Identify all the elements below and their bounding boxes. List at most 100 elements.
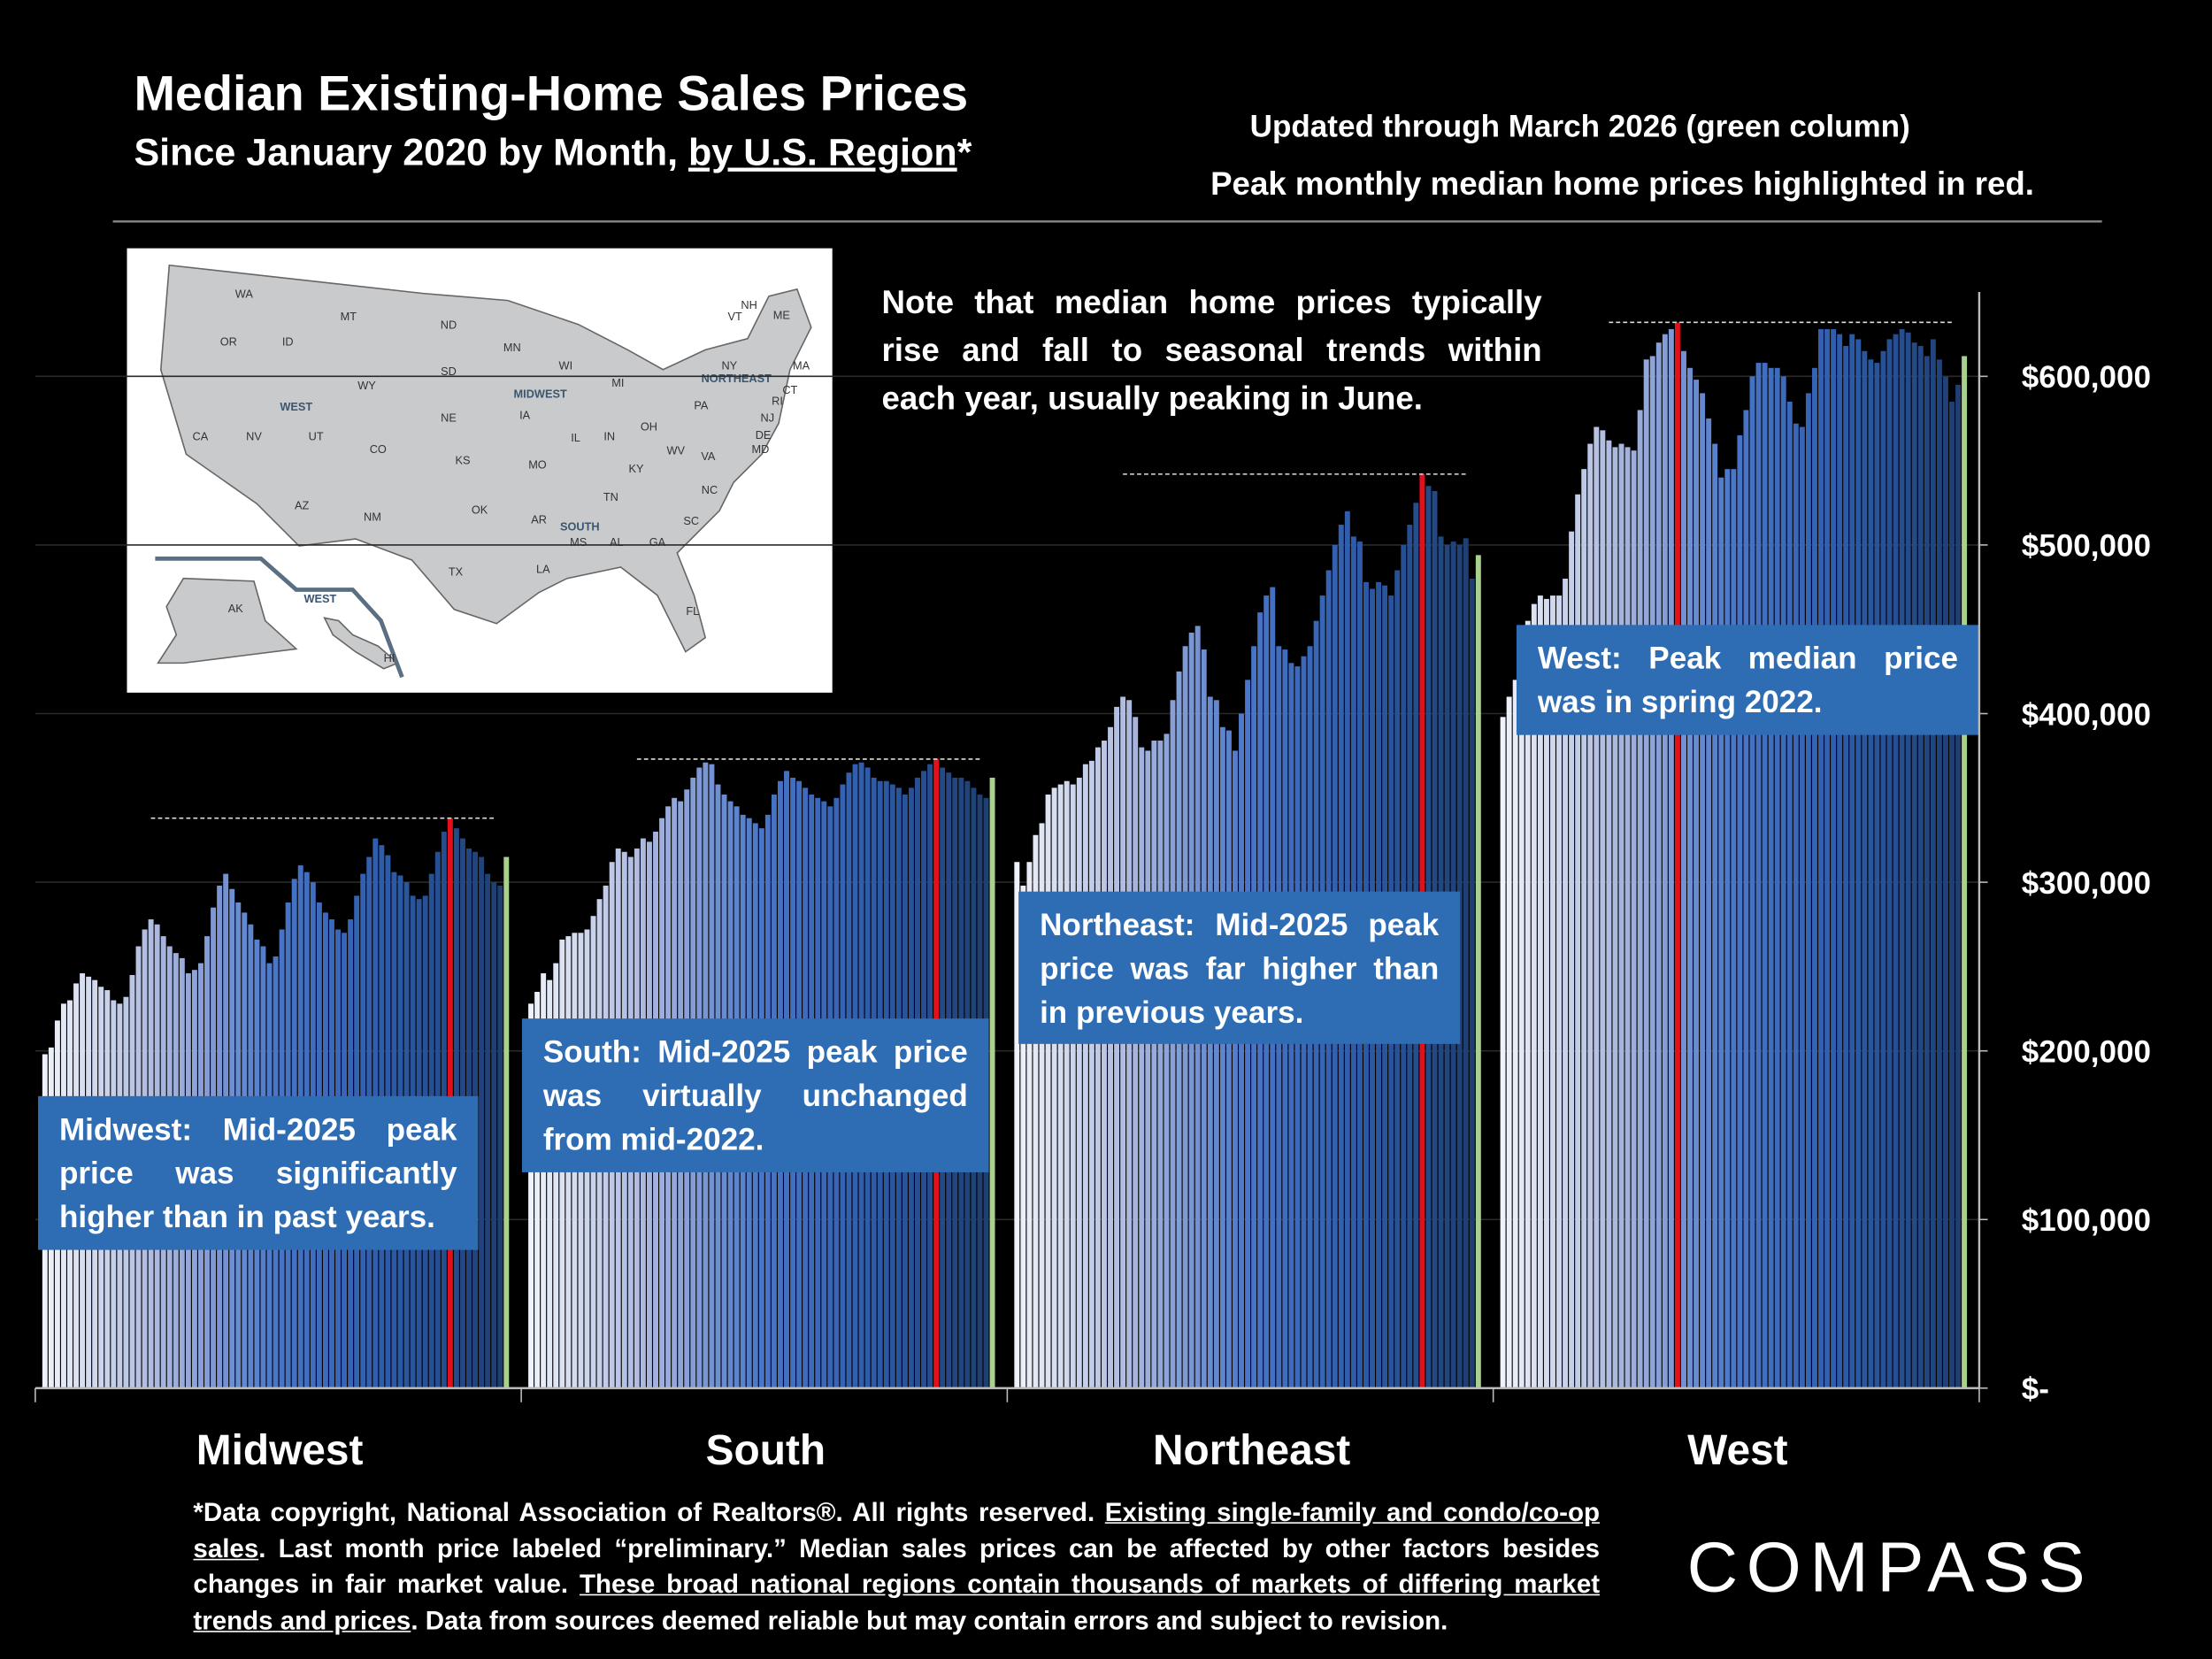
map-state-label: AK bbox=[228, 602, 244, 615]
bar bbox=[1170, 700, 1176, 1388]
map-inset-border bbox=[155, 556, 404, 679]
bar bbox=[1020, 885, 1026, 1388]
bar bbox=[1880, 350, 1886, 1388]
bar bbox=[1469, 579, 1475, 1388]
map-state-label: MS bbox=[570, 535, 587, 549]
peak-note: Peak monthly median home prices highligh… bbox=[1210, 165, 2034, 202]
bar bbox=[1225, 730, 1232, 1388]
bar bbox=[547, 979, 553, 1388]
annotation-text: Midwest: Mid-2025 peak price was signifi… bbox=[58, 1111, 457, 1235]
bar bbox=[1569, 531, 1575, 1388]
bar bbox=[1824, 328, 1831, 1388]
bar bbox=[1045, 794, 1051, 1388]
bar bbox=[1911, 342, 1917, 1388]
bar bbox=[1805, 393, 1811, 1388]
bar bbox=[503, 856, 510, 1388]
bar bbox=[534, 991, 541, 1388]
map-state-label: KY bbox=[629, 462, 645, 475]
map-state-label: ME bbox=[773, 308, 790, 321]
bar bbox=[1687, 367, 1693, 1388]
map-region-label: SOUTH bbox=[560, 519, 600, 533]
bar bbox=[1762, 363, 1768, 1388]
x-category-label: Northeast bbox=[1153, 1427, 1350, 1474]
bar bbox=[1681, 350, 1686, 1388]
y-tick-label: $500,000 bbox=[2022, 529, 2151, 564]
seasonal-note-text: Note that median home prices typically r… bbox=[881, 283, 1542, 417]
bar bbox=[1612, 447, 1618, 1388]
map-state-label: MT bbox=[341, 310, 357, 323]
map-state-label: WA bbox=[235, 287, 254, 300]
annotation: South: Mid-2025 peak price was virtually… bbox=[543, 1034, 968, 1157]
bar bbox=[491, 882, 497, 1388]
bar bbox=[1219, 726, 1225, 1388]
map-state-label: NH bbox=[741, 298, 757, 311]
map-state-label: NM bbox=[364, 510, 381, 523]
map-state-label: NC bbox=[702, 483, 718, 496]
map-state-label: CO bbox=[370, 442, 387, 456]
bar bbox=[1868, 359, 1874, 1388]
map-state-label: IL bbox=[571, 431, 580, 444]
bar bbox=[497, 885, 503, 1388]
map-region-label: NORTHEAST bbox=[702, 372, 772, 385]
bar bbox=[1157, 741, 1164, 1388]
bar bbox=[1930, 339, 1936, 1388]
bar bbox=[541, 973, 547, 1388]
bar bbox=[1768, 367, 1774, 1388]
map-state-label: AZ bbox=[295, 499, 310, 512]
bar bbox=[1718, 477, 1724, 1388]
annotation-box bbox=[521, 1018, 989, 1172]
bar bbox=[1755, 363, 1762, 1388]
map-state-label: TX bbox=[449, 565, 464, 579]
annotation-box bbox=[1018, 891, 1461, 1044]
map-state-label: OH bbox=[641, 419, 657, 433]
bar bbox=[1575, 494, 1581, 1388]
map-state-label: OR bbox=[220, 335, 237, 349]
map-state-label: KS bbox=[455, 454, 470, 467]
map-state-label: LA bbox=[536, 562, 550, 575]
bar bbox=[1706, 418, 1712, 1388]
map-state-label: IN bbox=[603, 429, 615, 442]
bar bbox=[1936, 359, 1942, 1388]
subtitle-part: by U.S. Region bbox=[688, 132, 957, 174]
map-state-label: DE bbox=[756, 428, 772, 442]
bar bbox=[1618, 443, 1624, 1388]
bar bbox=[1475, 555, 1481, 1388]
map-state-label: CA bbox=[193, 429, 209, 442]
bar bbox=[553, 963, 559, 1388]
map-state-label: SD bbox=[441, 365, 457, 378]
bar bbox=[1624, 447, 1631, 1388]
bar bbox=[1076, 777, 1082, 1388]
bar bbox=[1780, 376, 1786, 1388]
bar bbox=[1114, 706, 1120, 1388]
bar bbox=[1855, 339, 1862, 1388]
bar bbox=[1033, 834, 1039, 1388]
y-tick-label: $- bbox=[2022, 1372, 2049, 1407]
bar bbox=[1774, 367, 1780, 1388]
bar bbox=[1126, 700, 1133, 1388]
map-state-label: SC bbox=[683, 514, 699, 527]
y-tick-label: $300,000 bbox=[2022, 866, 2151, 901]
map-state-label: WI bbox=[559, 359, 573, 373]
bar bbox=[1643, 359, 1649, 1388]
bar bbox=[1712, 443, 1718, 1388]
bar bbox=[1026, 862, 1033, 1388]
bar bbox=[989, 777, 995, 1388]
annotation-box bbox=[38, 1095, 479, 1250]
bar bbox=[1893, 334, 1899, 1388]
bar bbox=[1731, 469, 1737, 1388]
bar bbox=[485, 873, 491, 1388]
bar bbox=[528, 1003, 534, 1388]
bar bbox=[1563, 579, 1569, 1388]
bar bbox=[1102, 741, 1107, 1388]
bar bbox=[1537, 595, 1543, 1388]
footnote-text: *Data copyright, National Association of… bbox=[193, 1494, 1600, 1638]
bar bbox=[1463, 538, 1469, 1388]
bar bbox=[1233, 750, 1238, 1388]
bar bbox=[1793, 423, 1799, 1388]
annotation: West: Peak median price was in spring 20… bbox=[1538, 641, 1958, 719]
bar bbox=[1786, 401, 1793, 1388]
map-state-label: MI bbox=[611, 376, 624, 389]
footnote-part: . Data from sources deemed reliable but … bbox=[411, 1604, 1448, 1635]
map-state-label: NJ bbox=[761, 411, 775, 425]
